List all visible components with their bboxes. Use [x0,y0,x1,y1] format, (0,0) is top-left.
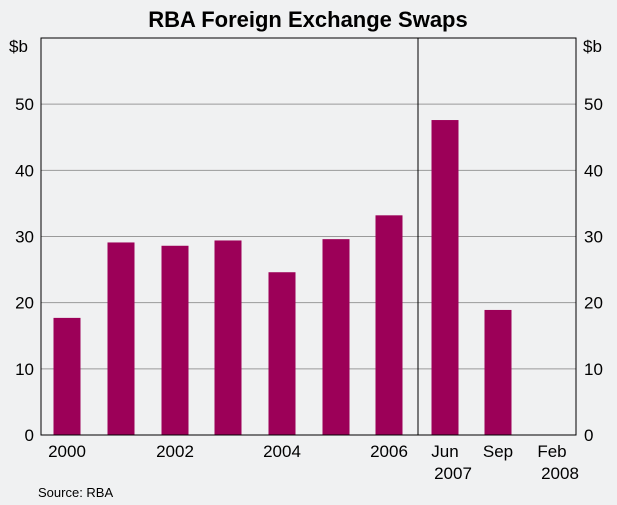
right-tick-label: 40 [584,161,603,180]
right-tick-label: 50 [584,95,603,114]
right-tick-label: 10 [584,360,603,379]
right-tick-label: 30 [584,228,603,247]
bars [53,120,512,436]
left-tick-label: 30 [15,228,34,247]
bar-2001 [107,242,135,435]
left-tick-label: 50 [15,95,34,114]
bar-2002 [161,245,189,435]
x-tick-label-year: 2008 [541,464,579,483]
x-tick-label: Feb [537,442,566,461]
x-tick-label: Jun [431,442,458,461]
x-tick-label: Sep [483,442,513,461]
left-tick-label: 20 [15,294,34,313]
chart-title: RBA Foreign Exchange Swaps [148,7,467,32]
bar-2006 [375,215,403,435]
x-tick-label: 2002 [156,442,194,461]
x-tick-label: 2004 [263,442,301,461]
x-tick-label: 2006 [370,442,408,461]
right-tick-label: 20 [584,294,603,313]
bar-2003 [214,240,242,435]
left-tick-label: 40 [15,161,34,180]
bar-sep-2007 [484,309,512,435]
right-tick-label: 0 [584,426,593,445]
left-tick-label: 10 [15,360,34,379]
bar-2004 [268,272,296,435]
source-note: Source: RBA [38,485,113,500]
left-axis-ticks: 0 10 20 30 40 50 [15,95,34,445]
right-axis-ticks: 0 10 20 30 40 50 [584,95,603,445]
bar-jun-2007 [431,120,459,436]
x-axis-ticks: 2000 2002 2004 2006 Jun 2007 Sep Feb 2008 [48,442,579,483]
bar-2000 [53,317,81,435]
left-axis-unit: $b [9,37,28,56]
left-tick-label: 0 [25,426,34,445]
x-tick-label: 2000 [48,442,86,461]
right-axis-unit: $b [583,37,602,56]
bar-2005 [322,239,350,435]
plot-frame [40,37,577,436]
x-tick-label-year: 2007 [434,464,472,483]
